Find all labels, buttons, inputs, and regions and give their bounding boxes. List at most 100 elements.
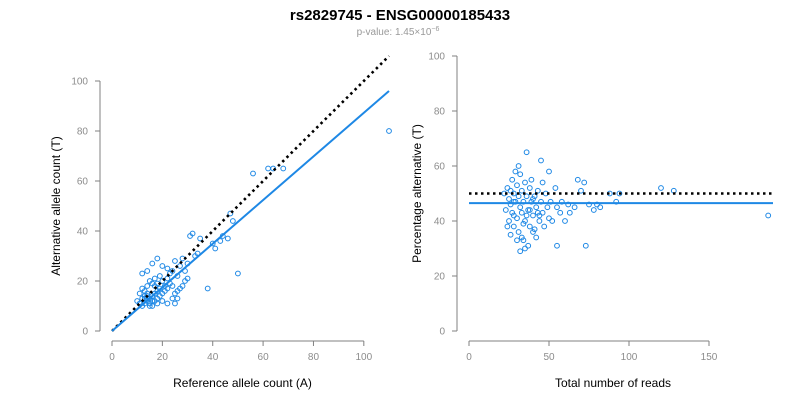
right-data-point [507,187,514,194]
left-data-point [149,303,156,309]
right-data-point [597,204,604,211]
right-data-point [510,198,517,205]
left-data-point [212,245,219,252]
right-y-axis-label: Percentage alternative (T) [410,124,424,263]
right-data-point [515,163,522,169]
left-x-tick-label: 100 [355,352,372,363]
left-y-tick-label: 100 [71,77,88,88]
left-x-tick-label: 20 [157,352,169,363]
left-x-tick-label: 40 [207,352,219,363]
left-x-axis-label: Reference allele count (A) [173,376,312,390]
left-data-point [209,240,216,247]
right-data-point [613,198,620,205]
right-data-point [581,179,588,186]
left-data-point [169,283,176,289]
right-data-point [504,223,511,230]
right-data-point [523,149,530,156]
right-data-point [517,204,524,211]
left-data-point [204,285,211,292]
right-data-point [506,196,512,202]
right-data-point [514,237,520,244]
right-data-point [544,204,551,211]
left-data-point [164,275,171,282]
right-x-tick-label: 50 [543,352,555,363]
right-data-point [517,171,524,178]
right-data-point [526,223,533,230]
left-data-point [172,258,178,264]
right-y-tick-label: 0 [439,327,445,338]
left-data-point [189,230,196,237]
right-data-point [526,185,533,191]
right-data-point [528,176,535,183]
right-data-point [530,212,536,219]
right-data-point [502,207,509,213]
right-data-point [765,212,772,219]
left-reference-line [111,55,390,332]
right-data-point [512,168,519,175]
left-data-point [141,288,148,294]
right-data-point [518,209,525,216]
right-data-point [552,185,559,191]
left-data-point [159,263,166,269]
left-y-tick-label: 0 [82,327,88,338]
left-x-tick-label: 80 [308,352,320,363]
left-data-point [154,300,161,307]
right-x-tick-label: 100 [621,352,638,363]
right-data-point [557,209,564,216]
right-y-tick-label: 60 [434,162,446,173]
right-data-point [533,204,540,211]
left-data-point [229,218,236,224]
right-x-axis-label: Total number of reads [555,376,671,390]
right-data-point [539,179,546,186]
right-data-point [510,212,517,219]
right-y-tick-label: 20 [434,272,446,283]
left-data-point [146,303,153,309]
left-data-point [159,298,166,304]
left-x-tick-label: 60 [258,352,270,363]
left-data-point [154,255,161,262]
right-y-tick-label: 80 [434,107,446,118]
right-y-tick-label: 40 [434,217,446,228]
left-data-point [149,260,156,267]
right-data-point [515,229,522,235]
left-data-point [144,283,151,289]
right-data-point [546,168,552,175]
right-data-point [514,182,520,189]
right-data-point [504,185,511,191]
right-data-point [571,204,578,211]
right-data-point [658,185,664,191]
right-data-point [526,207,533,213]
right-data-point [523,212,530,219]
right-data-point [565,201,572,208]
chart-title: rs2829745 - ENSG00000185433 [290,7,510,24]
left-data-point [144,293,151,299]
left-data-point [265,165,272,172]
right-data-point [549,218,556,224]
right-data-point [525,242,532,249]
right-data-point [534,187,541,194]
right-data-point [616,190,623,197]
right-data-point [538,198,544,205]
right-data-point [546,215,552,222]
left-data-point [139,270,146,277]
right-data-point [554,204,560,211]
right-data-point [514,215,520,222]
left-x-tick-label: 0 [109,352,115,363]
left-data-point [164,265,171,272]
left-data-point [172,300,178,307]
left-data-point [184,275,191,282]
right-data-point [539,209,546,216]
right-data-point [510,223,517,230]
right-data-point [520,220,527,227]
left-data-point [169,268,176,274]
left-data-point [250,170,256,177]
right-data-point [506,218,512,224]
left-data-point [174,295,181,302]
right-data-point [522,245,528,252]
left-y-tick-label: 20 [77,277,89,288]
chart-subtitle: p-value: 1.45×10−6 [357,26,440,38]
right-data-point [522,179,528,186]
right-data-point [538,157,544,164]
left-data-point [386,128,392,134]
left-data-point [144,268,151,274]
